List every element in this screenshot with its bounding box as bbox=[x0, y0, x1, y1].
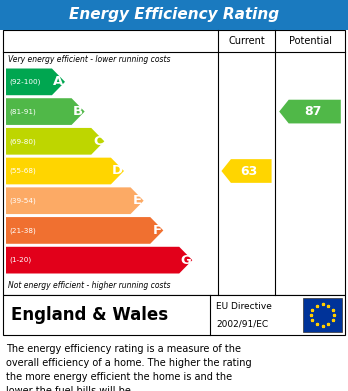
Text: Current: Current bbox=[228, 36, 265, 46]
Text: B: B bbox=[73, 105, 84, 118]
Bar bbox=[3, 295, 345, 335]
Text: F: F bbox=[153, 224, 162, 237]
Text: Potential: Potential bbox=[288, 36, 332, 46]
Text: D: D bbox=[112, 165, 123, 178]
Text: EU Directive: EU Directive bbox=[216, 302, 272, 311]
Bar bbox=[3, 30, 345, 295]
Text: Energy Efficiency Rating: Energy Efficiency Rating bbox=[69, 7, 279, 23]
Bar bbox=[0, 0, 348, 30]
Text: The energy efficiency rating is a measure of the: The energy efficiency rating is a measur… bbox=[6, 344, 241, 354]
Text: (39-54): (39-54) bbox=[9, 197, 36, 204]
Text: 2002/91/EC: 2002/91/EC bbox=[216, 319, 268, 328]
Bar bbox=[303, 298, 342, 332]
Text: E: E bbox=[133, 194, 142, 207]
Text: 63: 63 bbox=[240, 165, 258, 178]
Polygon shape bbox=[6, 98, 85, 125]
Polygon shape bbox=[6, 128, 104, 155]
Text: England & Wales: England & Wales bbox=[11, 306, 168, 324]
Text: (92-100): (92-100) bbox=[9, 79, 41, 85]
Polygon shape bbox=[6, 247, 192, 273]
Polygon shape bbox=[279, 100, 341, 124]
Text: Not energy efficient - higher running costs: Not energy efficient - higher running co… bbox=[8, 280, 171, 289]
Text: lower the fuel bills will be.: lower the fuel bills will be. bbox=[6, 386, 134, 391]
Text: the more energy efficient the home is and the: the more energy efficient the home is an… bbox=[6, 372, 232, 382]
Polygon shape bbox=[6, 187, 144, 214]
Text: overall efficiency of a home. The higher the rating: overall efficiency of a home. The higher… bbox=[6, 358, 252, 368]
Polygon shape bbox=[6, 158, 124, 185]
Text: (1-20): (1-20) bbox=[9, 257, 32, 264]
Text: Very energy efficient - lower running costs: Very energy efficient - lower running co… bbox=[8, 55, 171, 64]
Text: C: C bbox=[93, 135, 103, 148]
Text: G: G bbox=[180, 254, 191, 267]
Text: (69-80): (69-80) bbox=[9, 138, 36, 145]
Polygon shape bbox=[221, 159, 271, 183]
Text: (81-91): (81-91) bbox=[9, 108, 36, 115]
Text: (55-68): (55-68) bbox=[9, 168, 36, 174]
Text: (21-38): (21-38) bbox=[9, 227, 36, 234]
Text: 87: 87 bbox=[304, 105, 322, 118]
Text: A: A bbox=[54, 75, 64, 88]
Polygon shape bbox=[6, 217, 163, 244]
Polygon shape bbox=[6, 68, 65, 95]
